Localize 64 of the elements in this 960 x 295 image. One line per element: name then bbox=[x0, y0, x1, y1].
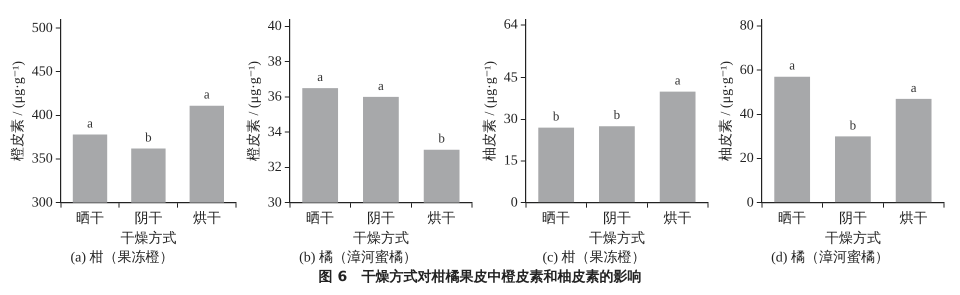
annotation: b bbox=[438, 130, 445, 146]
y-tick-label: 60 bbox=[740, 62, 754, 78]
y-tick-label: 15 bbox=[504, 154, 518, 169]
x-tick-label: 晒干 bbox=[778, 212, 806, 227]
y-tick-label: 500 bbox=[32, 20, 53, 36]
x-tick-label: 晒干 bbox=[306, 212, 334, 227]
y-tick-label: 32 bbox=[268, 160, 282, 176]
x-tick-label: 阴干 bbox=[366, 212, 395, 227]
y-axis-title: 柚皮素 / (μg·g⁻¹) bbox=[718, 60, 734, 161]
text: (a) 柑（果冻橙） bbox=[70, 249, 174, 266]
annotation: b bbox=[145, 129, 152, 144]
y-axis-title: 橙皮素 / (μg·g⁻¹) bbox=[246, 60, 262, 161]
y-axis-title: 柚皮素 / (μg·g⁻¹) bbox=[482, 60, 498, 161]
text: (b) 橘（漳河蜜橘） bbox=[299, 249, 417, 266]
y-tick-label: 80 bbox=[740, 18, 754, 34]
x-tick-label: 阴干 bbox=[134, 212, 162, 227]
annotation: b bbox=[614, 107, 620, 122]
annotation: a bbox=[204, 86, 210, 102]
x-tick-label: 阴干 bbox=[838, 212, 867, 227]
y-tick-label: 40 bbox=[268, 19, 282, 34]
bar bbox=[538, 128, 574, 202]
y-tick-label: 300 bbox=[32, 195, 53, 210]
x-axis-title: 干燥方式 bbox=[120, 230, 176, 246]
bar bbox=[660, 92, 696, 202]
y-tick-label: 30 bbox=[268, 195, 282, 210]
y-tick-label: 34 bbox=[268, 124, 282, 140]
y-tick-label: 400 bbox=[32, 108, 53, 124]
caption: 图 6 干燥方式对柑橘果皮中橙皮素和柚皮素的影响 bbox=[318, 268, 642, 286]
y-tick-label: 40 bbox=[740, 106, 754, 122]
x-tick-label: 晒干 bbox=[76, 212, 104, 227]
bar bbox=[774, 76, 810, 202]
bar bbox=[896, 98, 932, 202]
text: (c) 柑（果冻橙） bbox=[542, 249, 646, 266]
bar bbox=[599, 126, 635, 202]
annotation: a bbox=[674, 72, 681, 88]
bar bbox=[835, 136, 871, 202]
annotation: b bbox=[850, 117, 856, 132]
annotation: a bbox=[789, 58, 796, 73]
y-tick-label: 36 bbox=[268, 90, 282, 105]
y-tick-label: 0 bbox=[746, 195, 754, 210]
annotation: a bbox=[317, 69, 324, 84]
x-axis-title: 干燥方式 bbox=[352, 230, 409, 246]
y-tick-label: 64 bbox=[504, 18, 518, 33]
annotation: a bbox=[378, 78, 384, 93]
y-tick-label: 45 bbox=[504, 70, 518, 86]
annotation: a bbox=[910, 80, 917, 95]
x-tick-label: 烘干 bbox=[664, 210, 692, 227]
x-tick-label: 烘干 bbox=[900, 210, 928, 227]
x-axis-title: 干燥方式 bbox=[824, 230, 881, 246]
y-tick-label: 38 bbox=[268, 54, 282, 70]
x-tick-label: 晒干 bbox=[542, 212, 570, 227]
x-axis-title: 干燥方式 bbox=[588, 230, 645, 246]
x-tick-label: 烘干 bbox=[428, 210, 456, 227]
x-tick-label: 阴干 bbox=[602, 212, 631, 227]
y-tick-label: 20 bbox=[740, 151, 754, 166]
text: (d) 橘（漳河蜜橘） bbox=[771, 249, 889, 266]
x-tick-label: 烘干 bbox=[192, 210, 221, 227]
annotation: b bbox=[552, 108, 560, 124]
y-tick-label: 350 bbox=[32, 152, 53, 167]
y-axis-title: 橙皮素 / (μg·g⁻¹) bbox=[10, 60, 26, 161]
y-tick-label: 30 bbox=[504, 112, 518, 127]
y-tick-label: 450 bbox=[32, 64, 53, 80]
annotation: a bbox=[87, 115, 94, 130]
y-tick-label: 0 bbox=[510, 195, 518, 210]
